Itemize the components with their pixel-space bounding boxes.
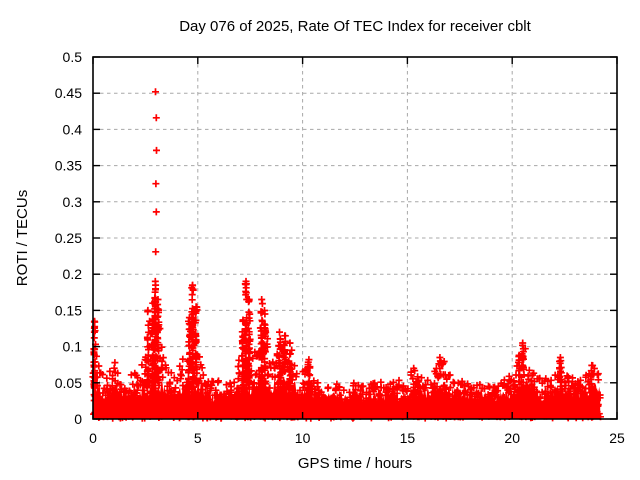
- x-tick-label: 25: [609, 430, 625, 446]
- tick-labels: 0 0.05 0.1 0.15 0.2 0.25 0.3 0.35 0.4 0.45 0.5 0 5 10…: [55, 49, 625, 446]
- y-tick-label: 0.15: [55, 302, 82, 318]
- plot-border-and-ticks: [92, 56, 618, 420]
- x-tick-label: 0: [89, 430, 97, 446]
- y-tick-label: 0.3: [63, 194, 83, 210]
- y-axis-label: ROTI / TECUs: [14, 190, 31, 286]
- gridlines: [93, 57, 617, 419]
- y-tick-label: 0.2: [63, 266, 83, 282]
- data-point-markers: [89, 88, 604, 422]
- y-tick-label: 0.25: [55, 230, 82, 246]
- scatter-points: [89, 88, 604, 422]
- x-axis-label: GPS time / hours: [298, 455, 412, 472]
- y-tick-label: 0: [74, 411, 82, 427]
- y-tick-label: 0.4: [63, 121, 83, 137]
- y-tick-label: 0.1: [63, 339, 83, 355]
- y-tick-label: 0.5: [63, 49, 83, 65]
- y-tick-label: 0.05: [55, 375, 82, 391]
- x-tick-label: 5: [194, 430, 202, 446]
- x-tick-label: 10: [295, 430, 311, 446]
- x-tick-label: 20: [504, 430, 520, 446]
- x-tick-label: 15: [400, 430, 416, 446]
- chart-title: Day 076 of 2025, Rate Of TEC Index for r…: [179, 18, 531, 35]
- y-tick-label: 0.45: [55, 85, 82, 101]
- plot-border: [92, 56, 618, 420]
- y-tick-label: 0.35: [55, 158, 82, 174]
